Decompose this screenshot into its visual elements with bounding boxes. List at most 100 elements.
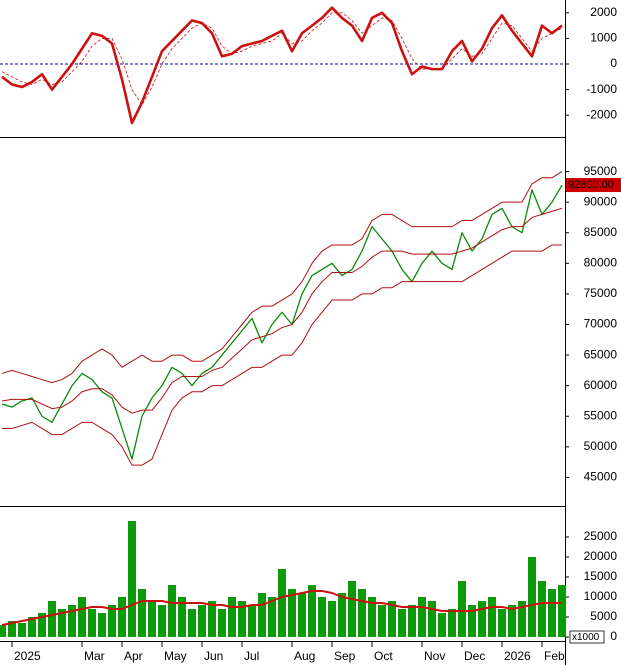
- series-line: [2, 244, 562, 466]
- x-tick-label: May: [164, 649, 187, 663]
- volume-bar: [498, 609, 506, 637]
- volume-bar: [48, 601, 56, 637]
- series-line: [1, 6, 563, 125]
- y-tick-label: 10000: [584, 589, 618, 603]
- y-tick-label: -2000: [586, 107, 617, 121]
- volume-bar: [268, 597, 276, 637]
- volume-bar: [38, 613, 46, 637]
- y-tick-label: 45000: [584, 470, 618, 484]
- x-tick-label: 2026: [504, 649, 531, 663]
- volume-bar: [148, 601, 156, 637]
- frame: [0, 0, 566, 665]
- volume-bar: [538, 581, 546, 637]
- y-tick-label: 2000: [590, 5, 617, 19]
- x-tick-label: Jun: [204, 649, 223, 663]
- x-tick-label: Dec: [464, 649, 485, 663]
- volume-bar: [438, 613, 446, 637]
- series-line: [1, 171, 563, 384]
- volume-bar: [0, 625, 6, 637]
- volume-bar: [248, 605, 256, 637]
- unit-label: x1000: [572, 632, 600, 643]
- volume-bar: [8, 621, 16, 637]
- x-tick-label: Feb: [544, 649, 565, 663]
- volume-bar: [318, 597, 326, 637]
- volume-bar: [198, 605, 206, 637]
- x-tick-label: Nov: [424, 649, 445, 663]
- volume-bar: [458, 581, 466, 637]
- volume-bar: [128, 521, 136, 637]
- volume-bar: [238, 601, 246, 637]
- volume-bar: [468, 605, 476, 637]
- volume-bar: [558, 585, 566, 637]
- volume-bar: [328, 601, 336, 637]
- volume-bar: [218, 609, 226, 637]
- volume-bar: [78, 597, 86, 637]
- volume-bar: [398, 609, 406, 637]
- y-tick-label: 80000: [584, 256, 618, 270]
- x-tick-label: Jul: [244, 649, 259, 663]
- volume-bar: [288, 589, 296, 637]
- y-tick-label: 25000: [584, 529, 618, 543]
- volume-bar: [368, 597, 376, 637]
- series-line: [1, 207, 563, 414]
- volume-bar: [348, 581, 356, 637]
- volume-bar: [208, 601, 216, 637]
- volume-bar: [158, 605, 166, 637]
- volume-bar: [178, 597, 186, 637]
- volume-bar: [118, 597, 126, 637]
- y-tick-label: 1000: [590, 31, 617, 45]
- y-tick-label: 5000: [590, 609, 617, 623]
- y-tick-label: 90000: [584, 194, 618, 208]
- y-tick-label: 65000: [584, 347, 618, 361]
- volume-bar: [228, 597, 236, 637]
- volume-bar: [528, 557, 536, 637]
- y-tick-label: -1000: [586, 82, 617, 96]
- last-price-box: [566, 178, 621, 193]
- x-tick-label: Aug: [294, 649, 315, 663]
- volume-bar: [18, 623, 26, 637]
- volume-bar: [338, 593, 346, 637]
- volume-bar: [508, 605, 516, 637]
- volume-bar: [98, 613, 106, 637]
- x-tick-label: Mar: [84, 649, 105, 663]
- series-line: [1, 12, 563, 106]
- volume-bar: [108, 605, 116, 637]
- volume-bar: [358, 589, 366, 637]
- y-tick-label: 55000: [584, 408, 618, 422]
- volume-bar: [488, 597, 496, 637]
- y-tick-label: 85000: [584, 225, 618, 239]
- volume-bar: [388, 601, 396, 637]
- volume-bar: [428, 601, 436, 637]
- volume-bar: [448, 609, 456, 637]
- x-tick-label: Apr: [124, 649, 143, 663]
- volume-bar: [138, 589, 146, 637]
- volume-bar: [478, 601, 486, 637]
- y-tick-label: 15000: [584, 569, 618, 583]
- y-tick-label: 95000: [584, 164, 618, 178]
- volume-bar: [258, 593, 266, 637]
- series-line: [1, 590, 562, 626]
- volume-bar: [168, 585, 176, 637]
- volume-bar: [278, 569, 286, 637]
- x-tick-label: Oct: [374, 649, 393, 663]
- last-price-label: 92800.00: [568, 179, 614, 191]
- y-tick-label: 60000: [584, 378, 618, 392]
- y-tick-label: 20000: [584, 549, 618, 563]
- volume-bar: [378, 605, 386, 637]
- volume-bar: [308, 585, 316, 637]
- y-tick-label: 0: [610, 56, 617, 70]
- volume-bar: [58, 609, 66, 637]
- y-tick-label: 70000: [584, 317, 618, 331]
- series-line: [1, 184, 563, 460]
- volume-bar: [298, 593, 306, 637]
- x-tick-label: Sep: [334, 649, 356, 663]
- y-tick-label: 50000: [584, 439, 618, 453]
- x-tick-label: 2025: [14, 649, 41, 663]
- volume-bar: [408, 605, 416, 637]
- volume-bar: [418, 597, 426, 637]
- y-tick-label: 75000: [584, 286, 618, 300]
- y-tick-label: 0: [610, 629, 617, 643]
- volume-bar: [548, 589, 556, 637]
